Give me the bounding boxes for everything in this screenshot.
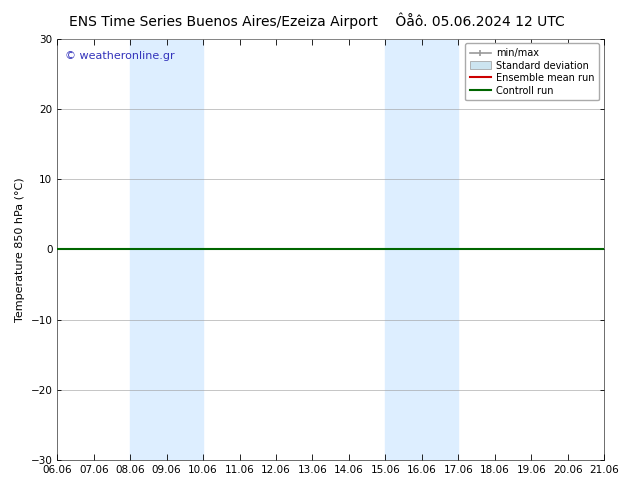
Bar — [130, 39, 203, 460]
Text: © weatheronline.gr: © weatheronline.gr — [65, 51, 175, 61]
Y-axis label: Temperature 850 hPa (°C): Temperature 850 hPa (°C) — [15, 177, 25, 321]
Bar — [385, 39, 458, 460]
Text: ENS Time Series Buenos Aires/Ezeiza Airport    Ôåô. 05.06.2024 12 UTC: ENS Time Series Buenos Aires/Ezeiza Airp… — [69, 12, 565, 29]
Legend: min/max, Standard deviation, Ensemble mean run, Controll run: min/max, Standard deviation, Ensemble me… — [465, 44, 599, 100]
